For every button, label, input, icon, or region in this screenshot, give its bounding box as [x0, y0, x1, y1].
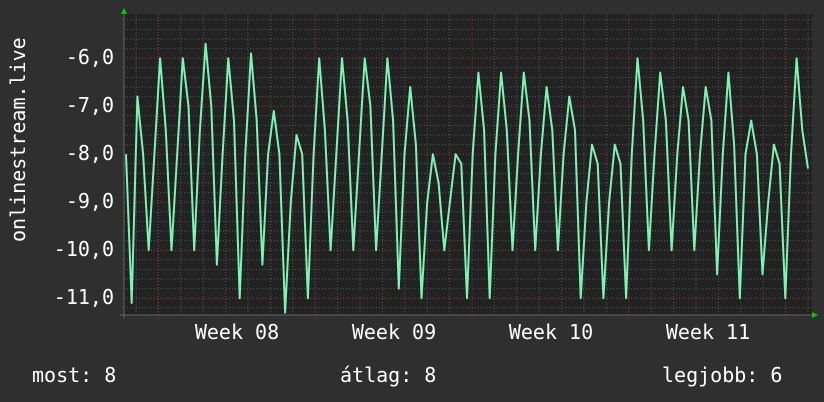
series-line — [125, 42, 809, 314]
x-tick-label: Week 08 — [194, 320, 280, 344]
y-axis-title: onlinestream.live — [6, 37, 30, 242]
y-tick-label: -9,0 — [65, 189, 114, 214]
y-tick-label: -8,0 — [65, 141, 114, 166]
x-axis-arrow-icon — [812, 312, 818, 318]
y-axis-arrow-icon — [121, 8, 127, 14]
x-tick-label: Week 09 — [351, 320, 437, 344]
legend-max: legjobb: 6 — [662, 363, 783, 387]
x-tick-label: Week 11 — [665, 320, 751, 344]
x-tick-label: Week 10 — [508, 320, 594, 344]
legend-current: most: 8 — [32, 363, 117, 387]
y-tick-label: -10,0 — [53, 237, 114, 262]
legend-average: átlag: 8 — [340, 363, 437, 387]
y-tick-label: -7,0 — [65, 93, 114, 118]
y-tick-label: -6,0 — [65, 45, 114, 70]
y-tick-label: -11,0 — [53, 285, 114, 310]
